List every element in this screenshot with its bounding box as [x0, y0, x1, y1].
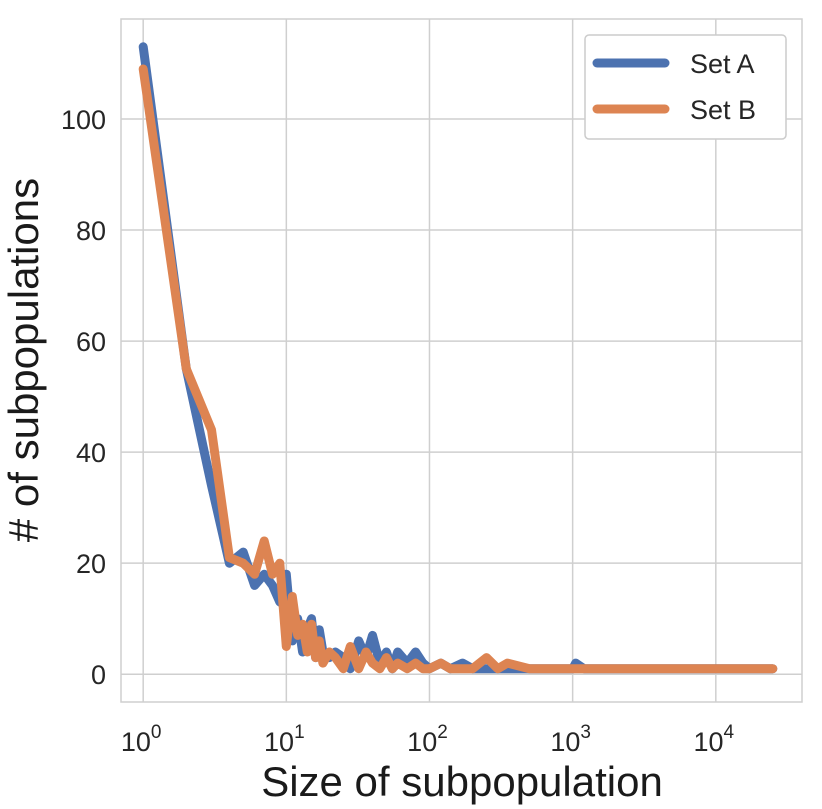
y-tick-labels: 0 20 40 60 80 100 — [61, 105, 106, 690]
y-tick-label: 0 — [91, 660, 106, 690]
legend: Set A Set B — [584, 34, 787, 140]
y-tick-label: 100 — [61, 105, 106, 135]
x-tick-label: 101 — [264, 722, 305, 757]
legend-label-set-b: Set B — [690, 95, 756, 125]
grid — [121, 19, 802, 702]
series-layer — [138, 42, 778, 674]
x-tick-label: 100 — [121, 722, 162, 757]
y-tick-label: 80 — [76, 216, 106, 246]
legend-label-set-a: Set A — [690, 49, 755, 79]
y-axis-title: # of subpopulations — [0, 178, 47, 542]
series-line-set-b — [138, 64, 778, 674]
x-axis-title: Size of subpopulation — [261, 758, 663, 805]
x-tick-label: 104 — [693, 722, 734, 757]
plot-frame — [120, 18, 803, 703]
y-tick-label: 40 — [76, 438, 106, 468]
y-tick-label: 20 — [76, 549, 106, 579]
y-tick-label: 60 — [76, 327, 106, 357]
x-tick-label: 102 — [407, 722, 448, 757]
x-tick-labels: 100 101 102 103 104 — [121, 722, 735, 757]
x-tick-label: 103 — [550, 722, 591, 757]
